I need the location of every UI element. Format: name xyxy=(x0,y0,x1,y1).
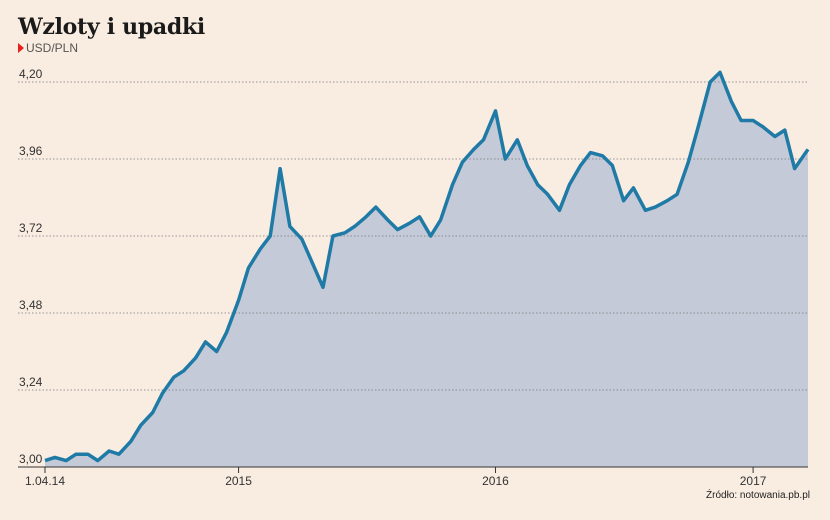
area-fill xyxy=(45,72,808,468)
y-tick-label: 3,96 xyxy=(19,144,43,158)
chart-title: Wzloty i upadki xyxy=(18,14,205,40)
y-tick-label: 3,72 xyxy=(19,221,43,235)
red-triangle-marker-icon xyxy=(18,43,24,53)
x-tick-label: 2015 xyxy=(225,474,252,488)
series-line xyxy=(44,70,810,463)
unit-label: USD/PLN xyxy=(26,41,79,55)
y-tick-label: 4,20 xyxy=(19,67,43,81)
y-tick-label: 3,24 xyxy=(19,375,43,389)
y-tick-label: 3,48 xyxy=(19,298,43,312)
x-tick-label: 1.04.14 xyxy=(25,474,65,488)
chart-subtitle: USD/PLN xyxy=(18,41,78,55)
y-tick-label: 3,00 xyxy=(19,452,43,466)
x-tick-label: 2016 xyxy=(482,474,509,488)
x-tick-label: 2017 xyxy=(740,474,767,488)
source-note: Źródło: notowania.pb.pl xyxy=(706,490,810,501)
